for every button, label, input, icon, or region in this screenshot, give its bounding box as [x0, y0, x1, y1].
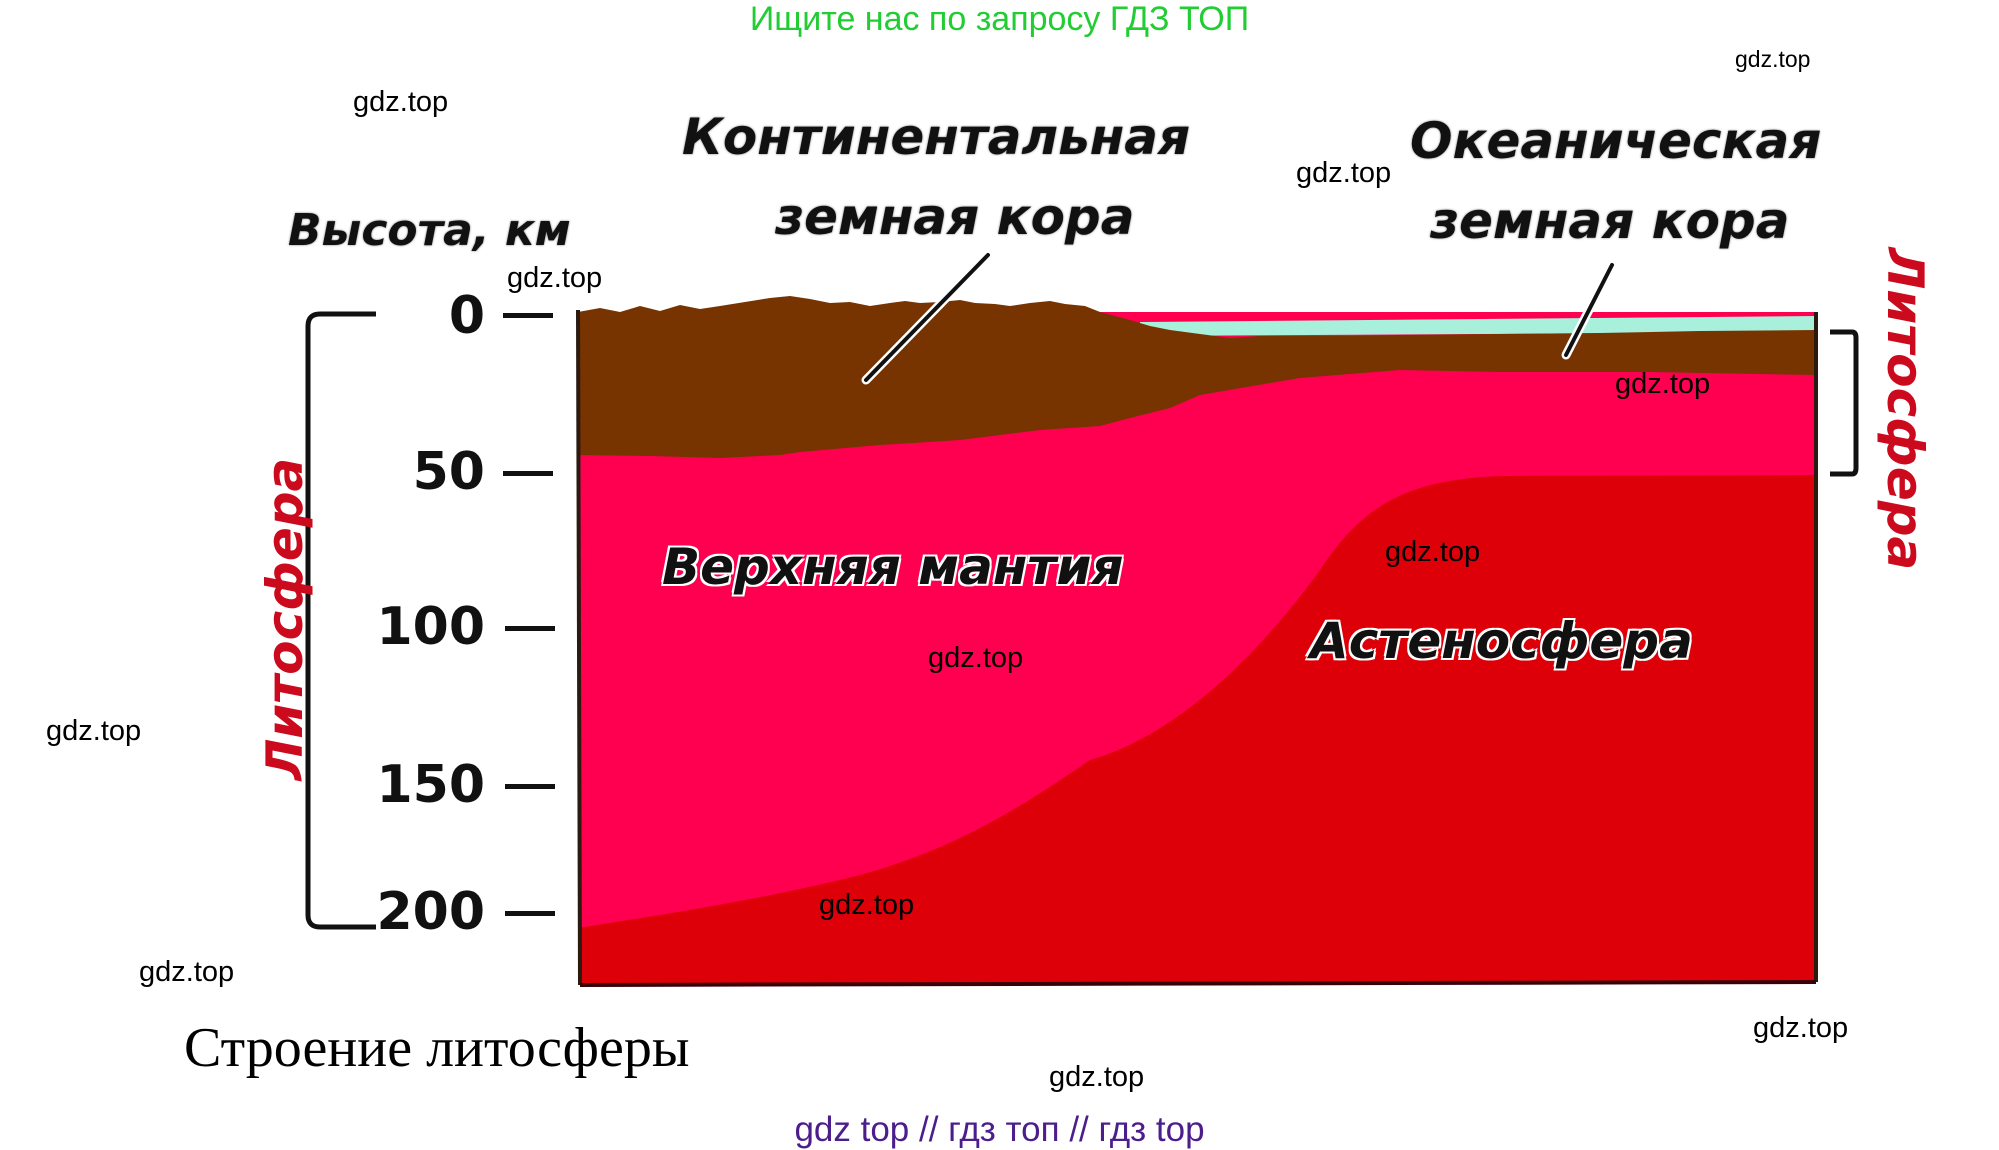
figure-caption: Строение литосферы [184, 1017, 690, 1079]
upper-mantle-region [578, 312, 1816, 928]
watermark: gdz.top [139, 956, 235, 988]
watermark: gdz.top [1049, 1061, 1145, 1093]
watermark: gdz.top [1296, 157, 1392, 189]
tick-150: 150 [376, 755, 485, 815]
tick-50: 50 [412, 442, 485, 502]
watermark: gdz.top [1615, 368, 1711, 400]
watermark: gdz.top [1753, 1012, 1849, 1044]
y-axis-label: Высота, км [288, 205, 571, 256]
watermark: gdz.top [353, 86, 449, 118]
asthenosphere-label: Астеносфера [1310, 612, 1693, 670]
tick-mark-100 [505, 626, 555, 631]
continental-crust-label-1: Континентальная [682, 108, 1191, 166]
oceanic-crust-label-1: Океаническая [1410, 112, 1822, 170]
crust-region [578, 296, 1816, 458]
upper-mantle-label: Верхняя мантия [662, 538, 1124, 596]
lithosphere-bracket-right [1830, 329, 1859, 477]
tick-100: 100 [376, 597, 485, 657]
footer-watermark: gdz top // гдз топ // гдз top [794, 1110, 1205, 1149]
tick-0: 0 [448, 286, 485, 346]
lithosphere-label-left: Литосфера [256, 457, 314, 781]
watermark: gdz.top [1735, 46, 1811, 72]
oceanic-crust-label-2: земная кора [1430, 192, 1790, 250]
tick-200: 200 [376, 882, 485, 942]
tick-mark-0 [503, 313, 553, 318]
watermark: gdz.top [46, 715, 142, 747]
tick-mark-50 [503, 471, 553, 476]
watermark: gdz.top [507, 262, 603, 294]
lithosphere-bracket-left [305, 311, 376, 930]
tick-mark-150 [505, 784, 555, 789]
lithosphere-label-right: Литосфера [1876, 247, 1934, 571]
watermark: gdz.top [1385, 536, 1481, 568]
tick-mark-200 [505, 911, 555, 916]
watermark: gdz.top [928, 642, 1024, 674]
continental-crust-label-2: земная кора [775, 188, 1135, 246]
ocean-region [1140, 316, 1816, 336]
watermark: gdz.top [819, 889, 915, 921]
search-banner: Ищите нас по запросу ГДЗ ТОП [749, 0, 1250, 38]
